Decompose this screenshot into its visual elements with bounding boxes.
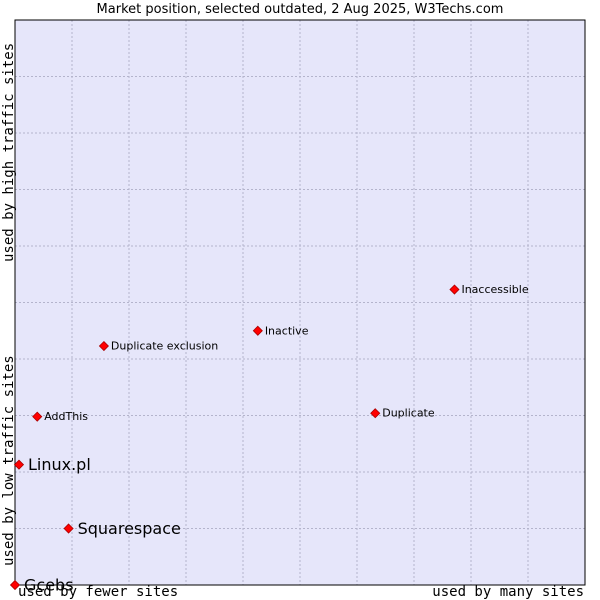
data-point-label: Inactive bbox=[265, 324, 309, 337]
data-point-marker[interactable] bbox=[252, 325, 263, 336]
data-point[interactable]: Inactive bbox=[252, 324, 309, 337]
data-point-marker[interactable] bbox=[370, 408, 381, 419]
y-axis-label-high: used by high traffic sites bbox=[1, 42, 17, 262]
grid-layer bbox=[14, 19, 586, 586]
points-layer: Gcebs Squarespace Linux.pl AddThis Duplicate… bbox=[9, 283, 529, 595]
data-point[interactable]: Gcebs bbox=[9, 576, 74, 595]
data-point-label: Duplicate bbox=[382, 407, 435, 420]
data-point-marker[interactable] bbox=[63, 523, 74, 534]
data-point[interactable]: AddThis bbox=[32, 410, 89, 423]
plot-border bbox=[14, 19, 586, 586]
data-point[interactable]: Linux.pl bbox=[13, 455, 91, 474]
data-point-marker[interactable] bbox=[98, 340, 109, 352]
x-axis-label-high: used by many sites bbox=[432, 584, 584, 600]
data-point-marker[interactable] bbox=[13, 459, 25, 470]
data-point[interactable]: Squarespace bbox=[63, 519, 181, 538]
data-point-label: Gcebs bbox=[24, 576, 74, 595]
data-point-label: Squarespace bbox=[78, 519, 181, 538]
data-point-label: Linux.pl bbox=[28, 455, 91, 474]
data-point-marker[interactable] bbox=[9, 579, 21, 591]
chart-title: Market position, selected outdated, 2 Au… bbox=[96, 2, 504, 17]
data-point-label: Duplicate exclusion bbox=[111, 340, 218, 353]
y-axis-label-low: used by low traffic sites bbox=[1, 355, 17, 566]
data-point-label: Inaccessible bbox=[461, 283, 528, 296]
data-point-marker[interactable] bbox=[449, 284, 460, 295]
data-point[interactable]: Duplicate bbox=[370, 407, 435, 420]
data-point-marker[interactable] bbox=[32, 411, 43, 422]
data-point[interactable]: Inaccessible bbox=[449, 283, 529, 296]
x-axis-label-low: used by fewer sites bbox=[18, 584, 179, 600]
data-point-label: AddThis bbox=[44, 410, 88, 423]
data-point[interactable]: Duplicate exclusion bbox=[98, 340, 218, 353]
